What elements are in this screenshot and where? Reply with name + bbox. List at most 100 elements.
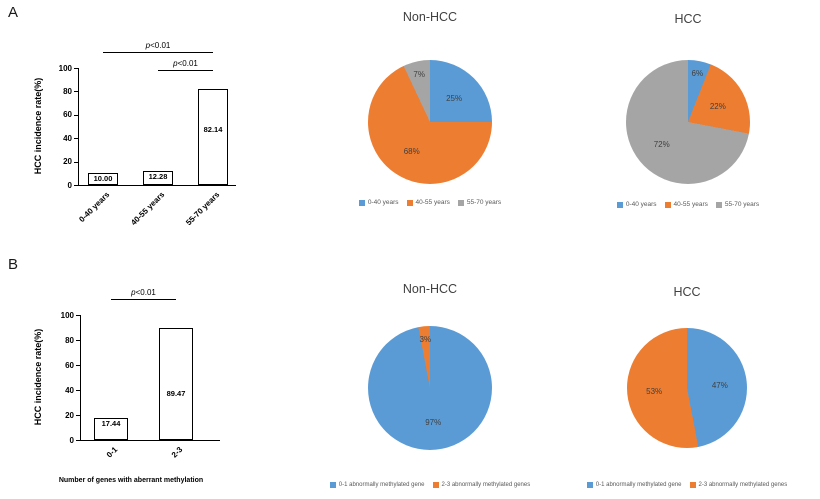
pie-percent-label: 68% (403, 146, 420, 156)
y-tick-label: 60 (65, 360, 74, 370)
legend-item: 40-55 years (664, 201, 708, 208)
pie-percent-label: 22% (709, 101, 726, 111)
y-tick (74, 161, 78, 163)
legend-label: 0-40 years (625, 201, 657, 208)
pie-chart-age-hcc: HCC 6% 22% 72% 0-40 years 40-55 years 55-70 ye… (588, 4, 788, 218)
legend-item: 40-55 years (406, 199, 450, 206)
legend-label: 40-55 years (673, 201, 708, 208)
y-tick-label: 40 (63, 133, 72, 143)
bar-value-label: 17.44 (101, 419, 121, 429)
y-tick-label: 80 (65, 335, 74, 345)
legend-swatch (664, 201, 671, 208)
y-tick (74, 91, 78, 93)
legend-label: 0-40 years (367, 199, 399, 206)
panel-a-label: A (8, 4, 19, 21)
significance-line (111, 299, 176, 300)
y-tick (76, 315, 80, 316)
p-italic: p (173, 59, 178, 68)
y-axis (78, 68, 79, 185)
y-tick-label: 20 (63, 157, 72, 167)
y-tick-label: 0 (67, 180, 72, 190)
y-tick-label: 0 (69, 435, 74, 445)
legend-swatch (358, 199, 365, 206)
pie (626, 60, 750, 184)
pie-title: HCC (674, 12, 702, 26)
legend-item: 55-70 years (715, 201, 760, 208)
bar-chart-hcc-incidence-by-methylation: 0 20 40 60 80 100 17.44 0-1 89.47 2-3 HCC incidenc… (26, 283, 261, 497)
y-axis (80, 315, 81, 440)
legend: 0-40 years 40-55 years 55-70 years (330, 199, 530, 206)
legend: 0-40 years 40-55 years 55-70 years (588, 201, 788, 208)
pie-title: Non-HCC (402, 10, 458, 24)
legend-swatch (406, 199, 413, 206)
y-tick (76, 340, 80, 341)
legend-label: 0-1 abnormally methylated gene (595, 482, 682, 488)
x-axis (78, 185, 236, 186)
x-category-label: 2-3 (169, 445, 185, 460)
legend-item: 2-3 abnormally methylated genes (689, 482, 788, 488)
y-tick (76, 365, 80, 366)
legend-item: 0-1 abnormally methylated gene (586, 482, 682, 488)
x-category-label: 0-1 (104, 445, 120, 460)
bar-chart-hcc-incidence-by-age: 0 20 40 60 80 100 10.00 0-40 years 12.28 40-55 ye… (26, 30, 261, 248)
x-axis-title: Number of genes with aberrant methylatio… (58, 477, 204, 484)
pie-percent-label: 6% (691, 69, 704, 79)
pie-percent-label: 47% (711, 380, 728, 390)
legend-swatch (715, 201, 722, 208)
legend-item: 2-3 abnormally methylated genes (432, 482, 531, 488)
legend-label: 2-3 abnormally methylated genes (441, 482, 531, 488)
y-tick-label: 60 (63, 110, 72, 120)
pie-chart-methylation-hcc: HCC 47% 53% 0-1 abnormally methylated gene 2… (572, 276, 802, 497)
legend-item: 0-40 years (358, 199, 399, 206)
legend-swatch (616, 201, 623, 208)
pie (627, 328, 747, 448)
x-category-label: 55-70 years (184, 190, 222, 228)
significance-label: p<0.01 (173, 59, 198, 68)
x-axis (80, 440, 220, 441)
pie-chart-methylation-nonhcc: Non-HCC 97% 3% 0-1 abnormally methylated ge… (315, 276, 545, 497)
y-tick (74, 114, 78, 116)
bar (159, 328, 193, 440)
bar-value-label: 12.28 (148, 171, 168, 181)
pie-percent-label: 97% (425, 417, 442, 427)
pie-percent-label: 72% (653, 139, 670, 149)
significance-label: p<0.01 (145, 41, 171, 50)
legend: 0-1 abnormally methylated gene 2-3 abnorm… (572, 482, 802, 488)
bar-value-label: 89.47 (166, 389, 186, 399)
y-tick-label: 40 (65, 385, 74, 395)
y-tick-label: 80 (63, 86, 72, 96)
y-tick-label: 20 (65, 410, 74, 420)
legend-item: 55-70 years (457, 199, 502, 206)
panel-b-label: B (8, 256, 19, 273)
legend-label: 40-55 years (415, 199, 450, 206)
bar (143, 170, 173, 185)
significance-label: p<0.01 (131, 288, 156, 297)
pie-percent-label: 3% (419, 334, 432, 344)
legend-label: 55-70 years (466, 199, 502, 206)
bar-value-label: 82.14 (203, 125, 223, 135)
p-italic: p (131, 288, 136, 297)
legend-swatch (457, 199, 464, 206)
legend-swatch (432, 482, 439, 488)
significance-line (158, 70, 213, 71)
legend-swatch (586, 482, 593, 488)
y-axis-title: HCC incidence rate(%) (33, 328, 43, 425)
y-axis-title: HCC incidence rate(%) (33, 77, 43, 174)
p-italic: p (145, 41, 151, 50)
significance-line (103, 52, 213, 53)
y-tick (76, 415, 80, 416)
legend-swatch (329, 482, 336, 488)
bar (88, 173, 118, 185)
y-tick (74, 185, 78, 186)
y-tick (76, 390, 80, 391)
legend-label: 55-70 years (724, 201, 760, 208)
pie-title: Non-HCC (402, 282, 458, 296)
legend-item: 0-1 abnormally methylated gene (329, 482, 425, 488)
legend-label: 0-1 abnormally methylated gene (338, 482, 425, 488)
legend-swatch (689, 482, 696, 488)
y-tick (74, 68, 78, 69)
pie-chart-age-nonhcc: Non-HCC 25% 68% 7% 0-40 years 40-55 years 55-7… (330, 4, 530, 218)
legend-label: 2-3 abnormally methylated genes (698, 482, 788, 488)
legend: 0-1 abnormally methylated gene 2-3 abnorm… (315, 482, 545, 488)
